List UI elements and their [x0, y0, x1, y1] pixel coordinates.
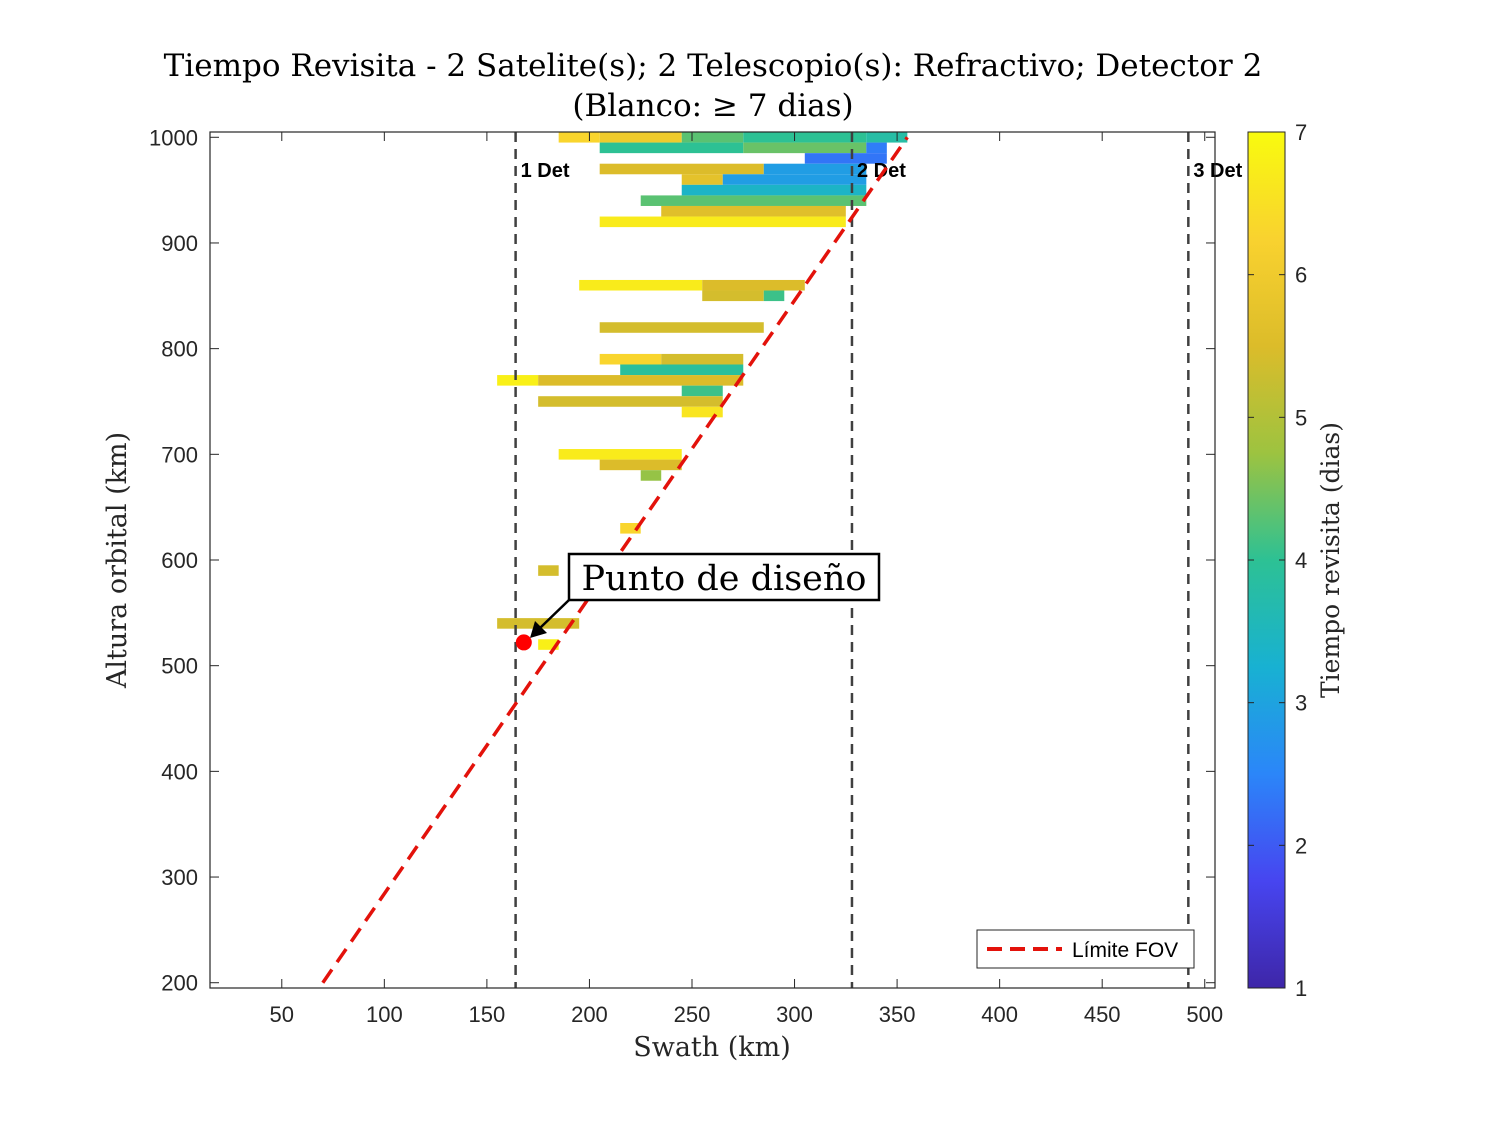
heatmap-cell [538, 639, 559, 650]
chart-title-line2: (Blanco: ≥ 7 dias) [572, 88, 853, 124]
colorbar-gradient [1247, 131, 1286, 989]
heatmap-cell [763, 290, 785, 302]
heatmap-cell [866, 132, 908, 143]
heatmap-cell [743, 142, 867, 154]
heatmap-cell [681, 132, 744, 143]
design-point-annotation: Punto de diseño [530, 552, 881, 638]
colorbar-ticks: 1 2 3 4 5 6 7 [1248, 120, 1307, 1001]
heatmap-cell [599, 132, 682, 143]
heatmap-cell [804, 153, 887, 164]
detector-label: 2 Det [857, 160, 906, 182]
y-tick-label: 800 [161, 337, 198, 362]
x-tick-label: 50 [270, 1002, 294, 1027]
y-tick-label: 1000 [149, 125, 198, 150]
colorbar: 1 2 3 4 5 6 7 Tiempo revisita (dias) [1247, 120, 1345, 1001]
axis-ticks: 50 100 150 200 250 300 350 400 450 500 200 300 400 50… [149, 125, 1223, 1027]
x-tick-label: 200 [571, 1002, 608, 1027]
heatmap-cell [681, 406, 723, 418]
heatmap-cell [558, 132, 600, 143]
colorbar-tick-label: 6 [1295, 263, 1307, 288]
heatmap-cell [497, 618, 580, 629]
heatmap-cell [681, 184, 867, 196]
heatmap-cells [497, 132, 908, 650]
y-tick-label: 700 [161, 442, 198, 467]
heatmap-cell [599, 353, 662, 365]
heatmap-cell [538, 565, 559, 576]
x-tick-label: 350 [879, 1002, 916, 1027]
detector-label: 3 Det [1193, 160, 1242, 182]
design-point-marker [515, 634, 532, 651]
heatmap-cell [599, 216, 846, 228]
heatmap-cell [599, 142, 744, 154]
heatmap-cell [579, 279, 703, 291]
heatmap-cell [599, 322, 764, 333]
y-tick-label: 400 [161, 759, 198, 784]
heatmap-cell [599, 163, 764, 175]
colorbar-tick-label: 7 [1295, 120, 1307, 145]
heatmap-cell [661, 205, 846, 217]
heatmap-cell [661, 353, 744, 365]
annotation-arrow-shaft [539, 599, 570, 629]
heatmap-cell [743, 132, 867, 143]
x-tick-label: 300 [776, 1002, 813, 1027]
heatmap-cell [620, 364, 744, 376]
heatmap-cell [681, 385, 723, 397]
x-tick-label: 250 [674, 1002, 711, 1027]
colorbar-tick-label: 5 [1295, 405, 1307, 430]
heatmap-cell [538, 396, 723, 407]
heatmap-cell [722, 174, 867, 185]
colorbar-tick-label: 3 [1295, 691, 1307, 716]
y-tick-label: 600 [161, 548, 198, 573]
colorbar-tick-label: 1 [1295, 976, 1307, 1001]
x-tick-label: 400 [981, 1002, 1018, 1027]
heatmap-cell [558, 449, 682, 460]
x-tick-label: 450 [1084, 1002, 1121, 1027]
y-tick-label: 300 [161, 865, 198, 890]
heatmap-cell [702, 279, 805, 291]
chart-title-line1: Tiempo Revisita - 2 Satelite(s); 2 Teles… [164, 48, 1263, 84]
heatmap-cell [763, 163, 867, 175]
heatmap-cell [620, 523, 641, 534]
x-tick-label: 150 [469, 1002, 506, 1027]
legend: Límite FOV [976, 929, 1195, 969]
heatmap-cell [702, 290, 764, 302]
heatmap-cell [640, 195, 867, 206]
x-tick-label: 100 [366, 1002, 403, 1027]
heatmap-cell [497, 375, 539, 386]
heatmap-cell [599, 459, 682, 471]
y-tick-label: 500 [161, 654, 198, 679]
colorbar-label: Tiempo revisita (dias) [1316, 422, 1345, 698]
detector-label: 1 Det [521, 160, 570, 182]
legend-fov-label: Límite FOV [1072, 939, 1178, 962]
x-tick-label: 500 [1186, 1002, 1223, 1027]
heatmap-cell [538, 375, 744, 386]
y-tick-label: 200 [161, 971, 198, 996]
heatmap-cell [640, 470, 662, 481]
annotation-box [567, 552, 881, 602]
x-axis-label: Swath (km) [633, 1032, 791, 1063]
heatmap-cell [866, 142, 887, 154]
colorbar-tick-label: 2 [1295, 833, 1307, 858]
y-axis-label: Altura orbital (km) [102, 432, 133, 689]
colorbar-tick-label: 4 [1295, 548, 1307, 573]
annotation-label: Punto de diseño [581, 559, 866, 599]
y-tick-label: 900 [161, 231, 198, 256]
annotation-arrowhead [530, 621, 547, 638]
heatmap-cell [681, 174, 723, 185]
